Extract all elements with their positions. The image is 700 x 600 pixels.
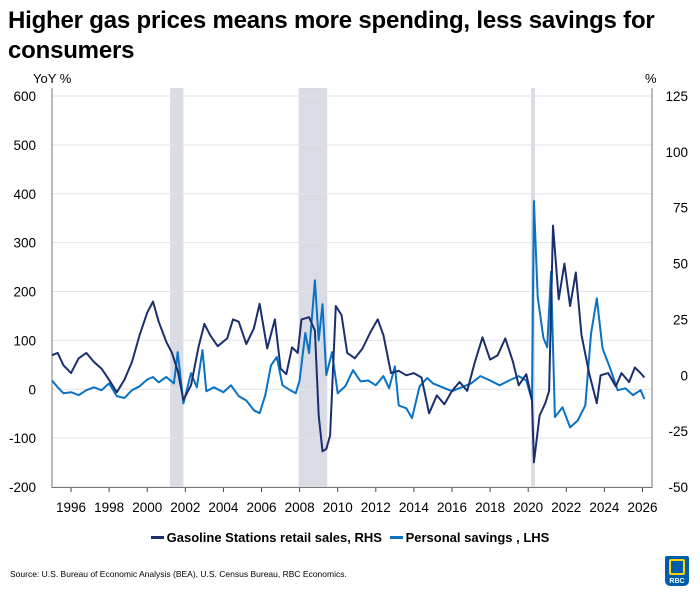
right-tick-label: -50 (668, 480, 688, 495)
right-tick-label: 50 (673, 257, 688, 272)
source-note: Source: U.S. Bureau of Economic Analysis… (10, 569, 347, 579)
left-tick-label: 400 (13, 187, 36, 202)
left-tick-label: 0 (28, 382, 36, 397)
legend-swatch-savings (389, 536, 403, 539)
legend-label-savings: Personal savings , LHS (405, 530, 550, 545)
series-line-gasoline (51, 224, 646, 464)
x-tick-label: 2012 (361, 500, 391, 515)
right-tick-label: -25 (668, 424, 688, 439)
tick-labels: 600 500 400 300 200 100 0 -100 -200 125 100 75 50 25 0… (9, 89, 688, 515)
right-tick-label: 0 (680, 368, 688, 383)
right-tick-label: 25 (673, 312, 688, 327)
legend: Gasoline Stations retail sales, RHS Pers… (0, 527, 700, 545)
x-tick-label: 1996 (56, 500, 86, 515)
left-tick-label: 200 (13, 285, 36, 300)
x-tick-label: 2024 (589, 500, 620, 515)
recession-band (298, 88, 328, 487)
x-tick-label: 1998 (94, 500, 124, 515)
rbc-logo: RBC (665, 556, 689, 586)
x-tick-label: 2000 (132, 500, 162, 515)
left-tick-label: -200 (9, 480, 36, 495)
x-tick-label: 2014 (399, 500, 430, 515)
logo-text: RBC (669, 578, 685, 585)
x-tick-label: 2026 (627, 500, 657, 515)
legend-label-gasoline: Gasoline Stations retail sales, RHS (166, 530, 382, 545)
x-tick-label: 2020 (513, 500, 543, 515)
recession-band (170, 88, 184, 487)
legend-item-savings: Personal savings , LHS (389, 530, 550, 545)
right-tick-label: 100 (665, 145, 688, 160)
lion-shield-icon (669, 559, 685, 575)
x-tick-label: 2018 (475, 500, 505, 515)
gridlines (52, 95, 652, 488)
x-tick-label: 2004 (208, 500, 239, 515)
right-tick-label: 75 (673, 201, 688, 216)
x-tick-label: 2008 (285, 500, 315, 515)
x-tick-label: 2022 (551, 500, 581, 515)
chart-title: Higher gas prices means more spending, l… (8, 7, 655, 64)
series-lines (51, 200, 646, 464)
x-tick-label: 2002 (170, 500, 200, 515)
recession-bands (170, 88, 535, 487)
right-tick-label: 125 (665, 89, 688, 104)
legend-item-gasoline: Gasoline Stations retail sales, RHS (150, 530, 382, 545)
axes (51, 88, 653, 492)
left-tick-label: -100 (9, 431, 36, 446)
left-axis-unit: YoY % (33, 71, 72, 86)
series-line-savings (51, 200, 646, 429)
left-tick-label: 300 (13, 236, 36, 251)
left-tick-label: 100 (13, 333, 36, 348)
x-tick-label: 2010 (323, 500, 353, 515)
right-axis-unit: % (645, 71, 657, 86)
x-tick-label: 2006 (247, 500, 277, 515)
left-tick-label: 600 (13, 89, 36, 104)
x-tick-label: 2016 (437, 500, 467, 515)
legend-swatch-gasoline (150, 536, 164, 539)
left-tick-label: 500 (13, 138, 36, 153)
